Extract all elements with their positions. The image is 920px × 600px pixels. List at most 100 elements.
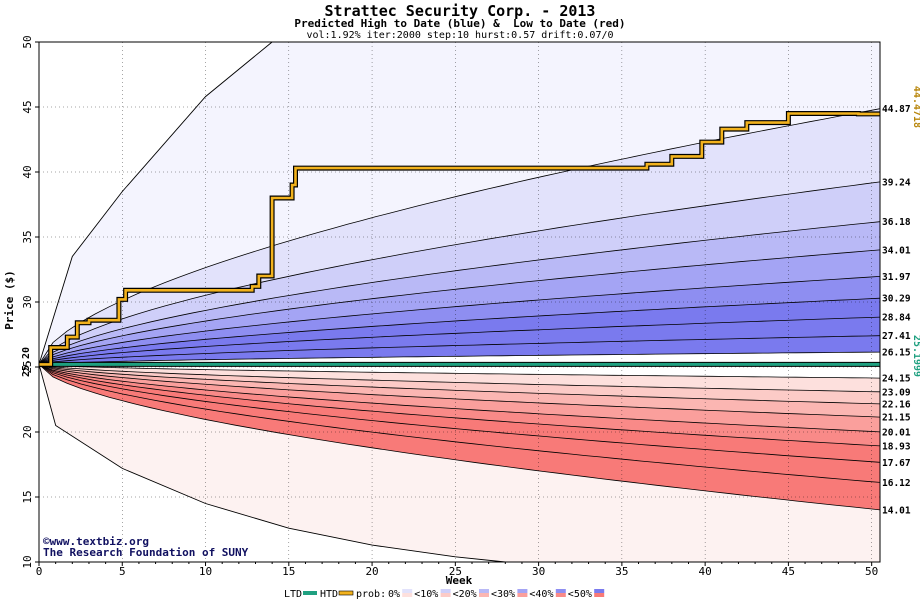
legend-ltd-swatch [303,591,317,595]
watermark-line-2: The Research Foundation of SUNY [43,546,249,559]
x-tick-label: 40 [699,565,712,578]
x-tick-label: 30 [532,565,545,578]
y-tick-label: 45 [21,100,34,113]
htd-value-label: 44.4718 [911,86,920,128]
y-axis-label: Price ($) [3,270,16,330]
upper-band-0 [39,42,880,365]
quantile-contour [38,364,881,447]
legend-prob-entry-label: <30% [491,589,515,600]
lower-quantile-label: 24.15 [882,374,911,385]
extreme-envelopes [38,41,506,563]
quantile-contour [38,364,881,463]
quantile-contour [38,351,881,365]
legend-prob-swatch-blue [594,589,605,593]
quantile-contour [38,364,881,511]
y-tick-label: 40 [21,165,34,178]
lower-quantile-label: 21.15 [882,413,911,424]
upper-quantile-label: 26.15 [882,348,911,359]
x-tick-label: 10 [199,565,212,578]
lower-quantile-label: 18.93 [882,441,911,452]
upper-band-2 [39,181,880,365]
lower-band-1 [39,364,880,392]
upper-quantile-label: 30.29 [882,294,911,305]
upper-quantile-label: 39.24 [882,177,911,188]
upper-extreme-line [38,41,273,365]
y-tick-label: 35 [21,230,34,243]
upper-quantile-label: 36.18 [882,217,911,228]
y-tick-label: 20 [21,425,34,438]
quantile-contour [38,364,881,393]
legend-prob-swatch-red [402,593,413,597]
y-tick-label: 30 [21,295,34,308]
quantile-contour [38,364,881,379]
lower-band-4 [39,364,880,432]
x-tick-label: 50 [865,565,878,578]
chart-params: vol:1.92% iter:2000 step:10 hurst:0.57 d… [306,30,613,41]
upper-band-4 [39,249,880,365]
quantile-contour [38,364,881,433]
legend-prob-swatch-red [517,593,528,597]
lower-band-2 [39,364,880,404]
lower-band-outer [39,364,880,562]
upper-band-8 [39,335,880,365]
legend-ltd-label: LTD [284,589,302,600]
y-tick-label: 25 [21,360,34,373]
upper-quantile-label: 44.87 [882,104,911,115]
legend-prob-entry-label: 0% [388,589,400,600]
upper-quantile-label: 27.41 [882,331,911,342]
lower-quantile-label: 16.12 [882,478,911,489]
x-axis-label: Week [446,574,473,587]
x-tick-label: 5 [119,565,126,578]
x-tick-label: 0 [36,565,43,578]
legend-prob-entry-label: <40% [529,589,553,600]
legend-prob-swatch-red [440,593,451,597]
legend-prob-swatch-blue [517,589,528,593]
axes [35,41,881,566]
x-tick-label: 15 [282,565,295,578]
chart-labels: 0 5 10 15 20 25 30 35 40 45 50 10 15 20 25 30 35 40 45 50 44… [21,35,911,578]
y-tick-label: 15 [21,490,34,503]
lower-quantile-label: 22.16 [882,399,911,410]
quantile-contour [38,364,881,483]
upper-quantile-label: 34.01 [882,245,911,256]
series-lines [39,111,880,367]
quantile-bands [39,42,880,562]
legend-prob-swatch-red [594,593,605,597]
htd-line [39,112,880,366]
quantile-contour [38,297,881,365]
legend-prob-entry-label: <20% [453,589,477,600]
lower-quantile-label: 23.09 [882,387,911,398]
chart-subtitle: Predicted High to Date (blue) & Low to D… [294,17,625,30]
upper-band-1 [39,108,880,365]
legend-prob-swatch-red [479,593,489,597]
legend-prob-swatch-red [555,593,566,597]
quantile-contour [38,364,881,405]
quantile-contour [38,108,881,365]
legend-prob-entry-label: <10% [414,589,438,600]
legend-htd-swatch [338,590,354,596]
quantile-contour [38,335,881,365]
start-value-label: 25.20 [21,347,32,377]
quantile-contour [38,276,881,365]
y-tick-label: 10 [21,555,34,568]
x-tick-label: 20 [365,565,378,578]
chart-title: Strattec Security Corp. - 2013 [325,2,596,20]
legend-prob-swatch-blue [555,589,566,593]
quantile-contour [38,221,881,365]
quantile-contour [38,364,881,418]
lower-band-6 [39,364,880,463]
legend-prob-entries: 0% <10% <20% <30% <40% <50% [388,589,605,600]
legend-prob-entry-label: <50% [568,589,592,600]
ltd-value-label: 25.1999 [911,335,920,377]
quantile-contour [38,316,881,365]
lower-extreme-line [38,364,506,563]
legend-prob-swatch-blue [440,589,451,593]
lower-quantile-label: 14.01 [882,505,911,516]
lower-quantile-label: 20.01 [882,427,911,438]
legend-htd-label: HTD [320,589,338,600]
legend-prob-swatch-blue [479,589,489,593]
lower-band-5 [39,364,880,446]
x-tick-label: 45 [782,565,795,578]
upper-band-3 [39,221,880,365]
legend-prob-swatch-blue [402,589,413,593]
